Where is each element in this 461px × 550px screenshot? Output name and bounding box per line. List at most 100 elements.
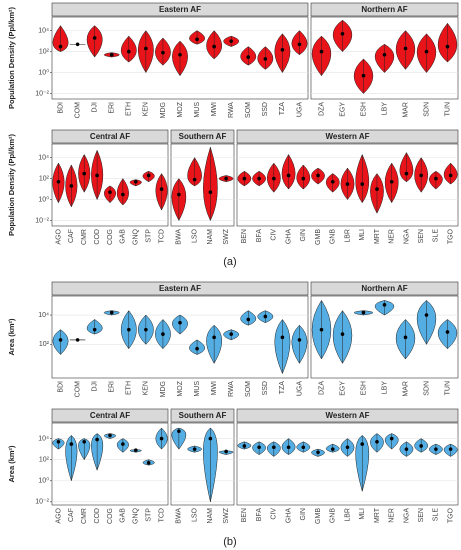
median-dot (69, 442, 74, 446)
caption: (b) (223, 536, 236, 548)
median-dot (263, 314, 268, 319)
median-dot (403, 335, 408, 340)
x-tick-label: UGA (296, 102, 303, 118)
plot-area (51, 295, 309, 379)
median-dot (445, 330, 450, 334)
strip (170, 408, 235, 423)
x-tick-label: GNQ (133, 228, 140, 245)
median-dot (389, 436, 394, 441)
median-dot (242, 444, 247, 448)
plot-area (236, 422, 459, 506)
median-dot (434, 176, 438, 181)
x-tick-label: DJI (92, 102, 99, 113)
x-tick-label: TGO (447, 228, 454, 244)
x-tick-label: STP (146, 508, 153, 522)
median-dot (229, 39, 233, 43)
x-tick-label: DJI (92, 381, 99, 392)
x-tick-label: BEN (241, 508, 248, 522)
median-dot (212, 44, 216, 49)
median-dot (177, 192, 181, 197)
median-dot (56, 439, 61, 444)
median-dot (127, 49, 131, 54)
median-dot (286, 445, 291, 450)
median-dot (146, 173, 151, 178)
median-dot (224, 449, 228, 454)
median-dot (301, 445, 306, 450)
median-dot (208, 436, 213, 441)
median-dot (272, 445, 276, 450)
median-dot (319, 327, 324, 332)
x-tick-label: MDG (160, 381, 167, 397)
x-tick-label: ESH (360, 102, 367, 116)
x-tick-label: ERI (109, 381, 116, 393)
panel-title: Northern AF (361, 284, 407, 293)
median-dot (404, 447, 409, 451)
x-tick-label: CAF (68, 229, 75, 243)
median-dot (56, 179, 61, 184)
panel-title: Southern AF (179, 132, 227, 141)
x-tick-label: KEN (143, 102, 150, 116)
x-tick-label: SSD (262, 102, 269, 116)
x-tick-label: GAB (120, 508, 127, 523)
y-axis-label: Population Density (Ppl/km²) (7, 133, 16, 236)
strip (51, 2, 309, 17)
x-tick-label: GIN (300, 229, 307, 241)
x-tick-label: BFA (256, 508, 263, 522)
y-tick-label: 10⁰ (38, 68, 49, 76)
median-dot (448, 173, 453, 178)
x-tick-label: NAM (207, 508, 214, 524)
x-tick-label: SDN (423, 102, 430, 117)
median-dot (382, 52, 387, 57)
x-tick-label: MRT (374, 507, 381, 523)
y-tick-label: 10⁴ (38, 312, 49, 319)
median-dot (127, 327, 131, 332)
strip (310, 2, 459, 17)
median-dot (257, 445, 261, 450)
x-tick-label: COM (74, 102, 81, 119)
x-tick-label: TCD (158, 508, 165, 522)
y-tick-label: 10² (39, 175, 50, 182)
x-tick-label: BFA (256, 229, 263, 243)
median-dot (109, 52, 114, 57)
x-tick-label: KEN (143, 381, 150, 395)
y-tick-label: 10⁻² (35, 90, 49, 97)
median-dot (316, 450, 320, 455)
median-dot (159, 187, 164, 191)
median-dot (242, 176, 247, 181)
x-tick-label: NAM (207, 229, 214, 245)
median-dot (389, 179, 394, 184)
x-tick-label: CIV (271, 229, 278, 241)
x-tick-label: SLE (433, 229, 440, 243)
median-dot (121, 192, 125, 197)
median-dot (286, 173, 291, 178)
median-dot (375, 187, 379, 191)
x-tick-label: COG (107, 508, 114, 524)
median-dot (195, 37, 199, 42)
x-tick-label: SDN (423, 381, 430, 396)
x-tick-label: BWA (176, 229, 183, 245)
x-tick-label: MUS (194, 102, 201, 118)
x-tick-label: MDG (160, 102, 167, 118)
x-tick-label: ERI (109, 102, 116, 114)
median-dot (272, 176, 276, 181)
median-dot (82, 171, 87, 176)
x-tick-label: SLE (433, 508, 440, 522)
median-dot (108, 433, 112, 438)
x-tick-label: NGA (403, 229, 410, 245)
median-dot (424, 49, 429, 54)
panel-title: Western AF (325, 132, 369, 141)
median-dot (361, 310, 366, 315)
median-dot (192, 447, 197, 451)
x-tick-label: STP (146, 229, 153, 243)
x-tick-label: TCD (158, 229, 165, 243)
panel-title: Northern AF (361, 5, 407, 14)
x-tick-label: GHA (285, 508, 292, 524)
x-tick-label: TZA (279, 102, 286, 116)
x-tick-label: CAF (68, 508, 75, 522)
median-dot (297, 338, 302, 342)
median-dot (229, 332, 233, 336)
median-dot (75, 338, 80, 342)
x-tick-label: BDI (57, 102, 64, 114)
x-tick-label: COM (74, 381, 81, 398)
panel-title: Eastern AF (159, 284, 201, 293)
